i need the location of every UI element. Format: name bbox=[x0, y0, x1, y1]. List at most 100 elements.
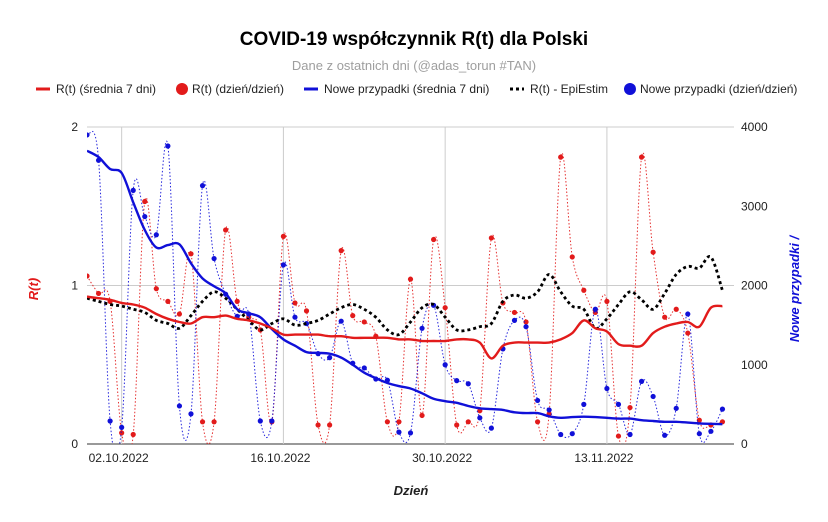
data-point bbox=[604, 385, 610, 392]
data-point bbox=[407, 430, 414, 436]
data-point bbox=[650, 393, 656, 400]
legend-swatch-rd bbox=[176, 83, 188, 95]
data-point bbox=[442, 305, 448, 311]
data-point bbox=[199, 183, 206, 189]
data-point bbox=[477, 415, 483, 421]
data-point bbox=[130, 431, 136, 438]
y-tick-right: 3000 bbox=[741, 199, 768, 213]
data-point bbox=[662, 432, 668, 438]
data-point bbox=[188, 251, 194, 257]
data-point bbox=[384, 419, 390, 425]
data-point bbox=[488, 235, 494, 241]
axes: 0 1 2 0 1000 2000 3000 4000 02.10.2022 16.10.2022… bbox=[71, 120, 768, 465]
data-point bbox=[142, 198, 148, 205]
data-point bbox=[419, 412, 425, 419]
series-line-r-t-rednia-7-dni bbox=[87, 295, 723, 360]
y-axis-label-right: Nowe przypadki / bbox=[787, 235, 802, 343]
y-axis-label-left: R(t) bbox=[26, 278, 41, 300]
data-point bbox=[361, 365, 367, 371]
y-tick-right: 1000 bbox=[741, 358, 768, 372]
data-point bbox=[199, 419, 206, 425]
data-point bbox=[615, 401, 622, 407]
data-point bbox=[107, 418, 113, 424]
legend-label-rd: R(t) (dzień/dzień) bbox=[192, 82, 284, 96]
data-point bbox=[153, 286, 159, 292]
data-point bbox=[407, 276, 414, 282]
data-point bbox=[650, 249, 656, 255]
y-tick-left: 0 bbox=[71, 437, 78, 451]
data-point bbox=[292, 314, 298, 320]
data-point bbox=[442, 362, 448, 368]
data-point bbox=[546, 407, 552, 413]
grid bbox=[87, 126, 734, 445]
series-connector-r-t-dzie-dzie bbox=[87, 152, 723, 444]
data-point bbox=[465, 419, 471, 425]
y-tick-right: 2000 bbox=[741, 279, 768, 293]
data-point bbox=[627, 431, 633, 438]
data-point bbox=[673, 405, 679, 411]
data-point bbox=[511, 317, 518, 323]
data-point bbox=[465, 381, 471, 387]
data-point bbox=[581, 287, 587, 293]
data-point bbox=[211, 419, 217, 425]
data-point bbox=[211, 255, 217, 262]
data-point bbox=[592, 306, 598, 312]
data-point bbox=[638, 378, 645, 384]
data-point bbox=[95, 290, 102, 297]
x-tick-label: 13.11.2022 bbox=[574, 451, 633, 465]
data-point bbox=[119, 430, 125, 436]
x-axis-label: Dzień bbox=[394, 483, 429, 498]
series-connector-nowe-przypadki-dzie-dzie bbox=[87, 130, 723, 444]
data-point bbox=[419, 325, 425, 331]
data-point bbox=[338, 318, 344, 324]
data-point bbox=[685, 330, 691, 336]
data-point bbox=[454, 422, 460, 428]
chart-title: COVID-19 współczynnik R(t) dla Polski bbox=[240, 29, 588, 50]
data-point bbox=[558, 154, 564, 160]
x-tick-label: 02.10.2022 bbox=[89, 451, 149, 465]
data-point bbox=[534, 419, 541, 425]
x-tick-label: 30.10.2022 bbox=[412, 451, 472, 465]
data-point bbox=[488, 425, 494, 431]
chart-subtitle: Dane z ostatnich dni (@adas_torun #TAN) bbox=[292, 58, 536, 73]
y-tick-right: 0 bbox=[741, 437, 748, 451]
data-point bbox=[350, 313, 356, 319]
legend-label-r7: R(t) (średnia 7 dni) bbox=[56, 82, 156, 96]
data-point bbox=[569, 431, 575, 437]
data-point bbox=[142, 213, 148, 220]
y-tick-right: 4000 bbox=[741, 120, 768, 134]
data-point bbox=[234, 298, 240, 304]
legend-label-c7: Nowe przypadki (średnia 7 dni) bbox=[324, 82, 489, 96]
data-point bbox=[615, 433, 622, 439]
data-point bbox=[696, 431, 702, 437]
data-point bbox=[581, 401, 587, 407]
data-point bbox=[280, 262, 287, 268]
data-point bbox=[280, 233, 287, 239]
data-point bbox=[627, 404, 633, 411]
series-line-r-t-epiestim bbox=[87, 254, 724, 337]
data-point bbox=[257, 418, 263, 424]
data-point bbox=[685, 311, 691, 317]
data-point bbox=[696, 417, 702, 423]
data-point bbox=[569, 254, 575, 260]
data-point bbox=[176, 403, 183, 409]
data-point bbox=[87, 132, 90, 138]
y-tick-left: 2 bbox=[71, 120, 78, 134]
legend-label-epi: R(t) - EpiEstim bbox=[530, 82, 608, 96]
data-point bbox=[303, 308, 310, 314]
data-point bbox=[719, 406, 726, 412]
x-tick-label: 16.10.2022 bbox=[250, 451, 310, 465]
data-point bbox=[188, 411, 194, 417]
data-point bbox=[130, 187, 136, 193]
legend: R(t) (średnia 7 dni) R(t) (dzień/dzień) No… bbox=[36, 82, 797, 96]
data-point bbox=[523, 324, 529, 330]
data-point bbox=[662, 314, 668, 320]
y-tick-left: 1 bbox=[71, 279, 78, 293]
data-point bbox=[558, 431, 564, 438]
legend-label-cd: Nowe przypadki (dzień/dzień) bbox=[640, 82, 797, 96]
data-point bbox=[396, 419, 402, 425]
data-point bbox=[534, 397, 541, 404]
data-point bbox=[338, 248, 344, 254]
data-point bbox=[87, 273, 90, 279]
data-point bbox=[315, 422, 321, 428]
